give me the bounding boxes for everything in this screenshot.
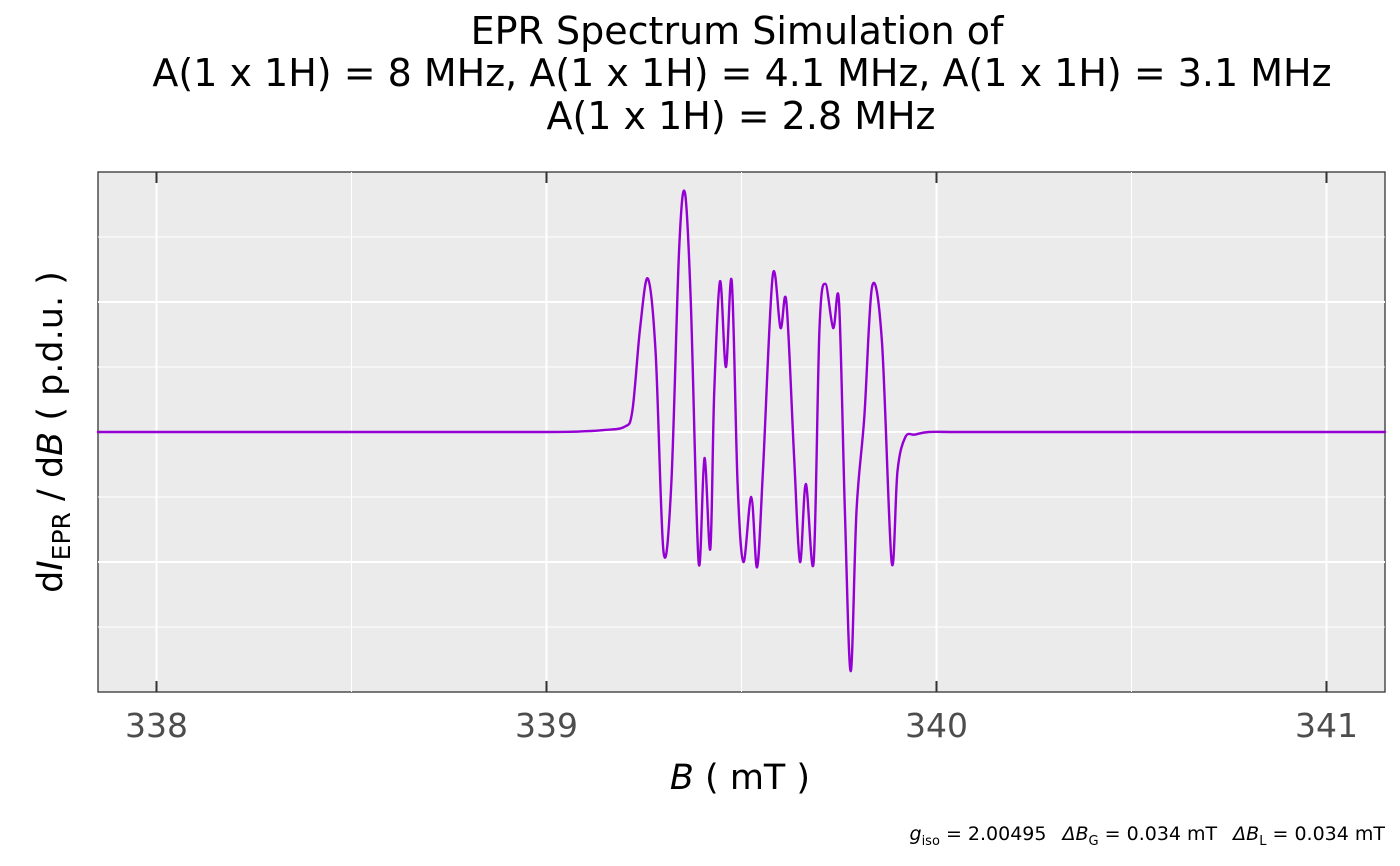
y-axis-subscript: EPR xyxy=(47,512,76,560)
x-tick-label: 338 xyxy=(125,706,188,745)
title-line-3: A(1 x 1H) = 2.8 MHz xyxy=(546,94,935,138)
g-iso-symbol: g xyxy=(910,823,922,845)
simulation-parameters-caption: giso = 2.00495 ΔBG = 0.034 mT ΔBL = 0.034 … xyxy=(910,823,1386,849)
x-tick-label: 339 xyxy=(515,706,578,745)
x-axis-title: B ( mT ) xyxy=(670,758,810,798)
x-axis-ticks xyxy=(155,172,1328,692)
x-tick-label: 341 xyxy=(1295,706,1358,745)
delta-bl-value: = 0.034 mT xyxy=(1266,823,1385,845)
y-axis-title: dIEPR / dB ( p.d.u. ) xyxy=(31,271,76,593)
delta-bl-subscript: L xyxy=(1259,834,1267,849)
x-axis-unit: ( mT ) xyxy=(705,758,810,798)
delta-bg-symbol: ΔB xyxy=(1060,823,1088,845)
y-axis-mid: / d xyxy=(31,456,71,512)
y-axis-prefix: d xyxy=(31,571,71,593)
delta-bg-subscript: G xyxy=(1089,834,1099,849)
x-axis-symbol: B xyxy=(670,758,694,798)
x-tick-label: 340 xyxy=(905,706,968,745)
delta-bg-value: = 0.034 mT xyxy=(1099,823,1218,845)
g-iso-subscript: iso xyxy=(922,834,940,849)
delta-bl-symbol: ΔB xyxy=(1231,823,1259,845)
title-line-2: A(1 x 1H) = 8 MHz, A(1 x 1H) = 4.1 MHz, … xyxy=(152,51,1331,95)
spectrum-line xyxy=(96,189,1387,673)
g-iso-value: = 2.00495 xyxy=(940,823,1047,845)
title-line-1: EPR Spectrum Simulation of xyxy=(471,9,1005,53)
x-axis-tick-labels: 338 339 340 341 xyxy=(125,706,1358,745)
chart-title: EPR Spectrum Simulation of A(1 x 1H) = 8… xyxy=(152,9,1331,138)
y-axis-unit: ( p.d.u. ) xyxy=(31,271,71,432)
y-axis-symbol-2: B xyxy=(31,432,71,456)
y-axis-symbol: I xyxy=(31,560,71,570)
